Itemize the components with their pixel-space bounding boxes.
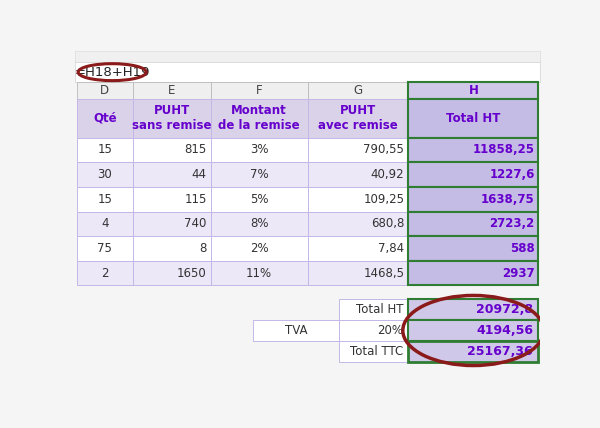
Text: 8: 8 (199, 242, 207, 255)
Bar (75, 51, 540, 62)
Text: 2%: 2% (250, 242, 268, 255)
Text: F: F (256, 84, 262, 97)
Bar (211, 236, 308, 261)
Bar (308, 162, 408, 187)
Text: 2937: 2937 (502, 267, 535, 279)
Bar (338, 299, 408, 320)
Bar (211, 187, 308, 211)
Bar (133, 187, 211, 211)
Text: 25167,36: 25167,36 (467, 345, 533, 358)
Text: 588: 588 (510, 242, 535, 255)
Bar (408, 187, 538, 211)
Bar (308, 211, 408, 236)
Bar (308, 261, 408, 285)
Bar (77, 211, 133, 236)
Text: G: G (353, 84, 362, 97)
Bar (77, 99, 133, 137)
Text: 680,8: 680,8 (371, 217, 404, 230)
Text: 75: 75 (97, 242, 112, 255)
Text: 7%: 7% (250, 168, 268, 181)
Bar (308, 137, 408, 162)
Bar (133, 137, 211, 162)
Bar (338, 341, 408, 362)
Text: 115: 115 (184, 193, 207, 206)
Text: 40,92: 40,92 (371, 168, 404, 181)
Bar (308, 187, 408, 211)
Bar (211, 162, 308, 187)
Bar (133, 99, 211, 137)
Text: Total HT: Total HT (446, 112, 500, 125)
Bar (253, 320, 338, 341)
Bar (408, 99, 538, 137)
Bar (408, 299, 538, 320)
Text: PUHT
sans remise: PUHT sans remise (132, 104, 212, 132)
Bar (133, 162, 211, 187)
Text: TVA: TVA (284, 324, 307, 337)
Text: 815: 815 (185, 143, 207, 156)
Bar (77, 82, 133, 99)
Bar (75, 62, 540, 82)
Text: PUHT
avec remise: PUHT avec remise (318, 104, 398, 132)
Bar (211, 137, 308, 162)
Text: 5%: 5% (250, 193, 268, 206)
Text: Total HT: Total HT (356, 303, 404, 316)
Bar (408, 320, 538, 341)
Bar (408, 236, 538, 261)
Text: Total TTC: Total TTC (350, 345, 404, 358)
Bar (77, 236, 133, 261)
Bar (338, 320, 408, 341)
Bar (408, 341, 538, 362)
Text: 20%: 20% (377, 324, 404, 337)
Text: 44: 44 (192, 168, 207, 181)
Bar (211, 82, 308, 99)
Text: E: E (168, 84, 176, 97)
Text: 11858,25: 11858,25 (473, 143, 535, 156)
Bar (308, 82, 408, 99)
Bar (133, 211, 211, 236)
Bar (308, 236, 408, 261)
Bar (211, 261, 308, 285)
Text: =H18+H19: =H18+H19 (74, 65, 150, 79)
Bar (408, 261, 538, 285)
Bar (77, 187, 133, 211)
Text: 4194,56: 4194,56 (476, 324, 533, 337)
Bar (77, 162, 133, 187)
Text: H: H (469, 84, 478, 97)
Bar (408, 211, 538, 236)
Bar (133, 82, 211, 99)
Bar (408, 82, 538, 99)
Text: 4: 4 (101, 217, 109, 230)
Bar (211, 211, 308, 236)
Text: 2: 2 (101, 267, 109, 279)
Text: 2723,2: 2723,2 (490, 217, 535, 230)
Text: 20972,8: 20972,8 (476, 303, 533, 316)
Text: 1650: 1650 (177, 267, 207, 279)
Text: Montant
de la remise: Montant de la remise (218, 104, 300, 132)
Text: 790,55: 790,55 (364, 143, 404, 156)
Text: 1468,5: 1468,5 (364, 267, 404, 279)
Text: D: D (100, 84, 109, 97)
Text: 3%: 3% (250, 143, 268, 156)
Bar (211, 99, 308, 137)
Bar (133, 261, 211, 285)
Text: 109,25: 109,25 (364, 193, 404, 206)
Text: 30: 30 (97, 168, 112, 181)
Bar (408, 162, 538, 187)
Text: 15: 15 (97, 193, 112, 206)
Text: 7,84: 7,84 (378, 242, 404, 255)
Text: 15: 15 (97, 143, 112, 156)
Text: 1638,75: 1638,75 (481, 193, 535, 206)
Bar (408, 137, 538, 162)
Text: 1227,6: 1227,6 (489, 168, 535, 181)
Text: Qté: Qté (93, 112, 116, 125)
Bar (133, 236, 211, 261)
Bar (308, 99, 408, 137)
Bar (77, 137, 133, 162)
Text: 8%: 8% (250, 217, 268, 230)
Bar (77, 261, 133, 285)
Text: 11%: 11% (246, 267, 272, 279)
Text: 740: 740 (184, 217, 207, 230)
